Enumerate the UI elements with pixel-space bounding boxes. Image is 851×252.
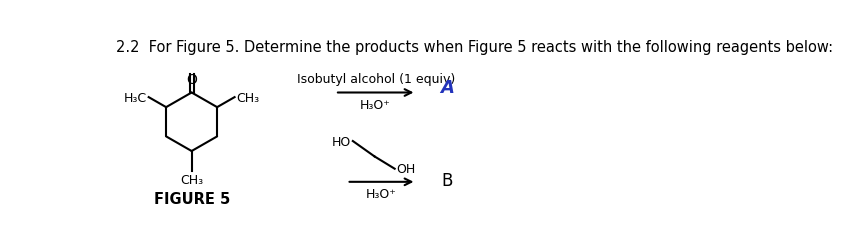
Text: CH₃: CH₃ <box>236 91 260 104</box>
Text: CH₃: CH₃ <box>180 173 203 186</box>
Text: Isobutyl alcohol (1 equiv): Isobutyl alcohol (1 equiv) <box>296 73 454 86</box>
Text: B: B <box>442 171 453 189</box>
Text: O: O <box>186 72 197 86</box>
Text: H₃O⁺: H₃O⁺ <box>366 187 397 200</box>
Text: A: A <box>441 79 454 97</box>
Text: FIGURE 5: FIGURE 5 <box>153 192 230 206</box>
Text: OH: OH <box>397 163 415 176</box>
Text: H₃C: H₃C <box>124 91 147 104</box>
Text: H₃O⁺: H₃O⁺ <box>360 98 391 111</box>
Text: 2.2  For Figure 5. Determine the products when Figure 5 reacts with the followin: 2.2 For Figure 5. Determine the products… <box>116 40 833 54</box>
Text: HO: HO <box>332 135 351 148</box>
